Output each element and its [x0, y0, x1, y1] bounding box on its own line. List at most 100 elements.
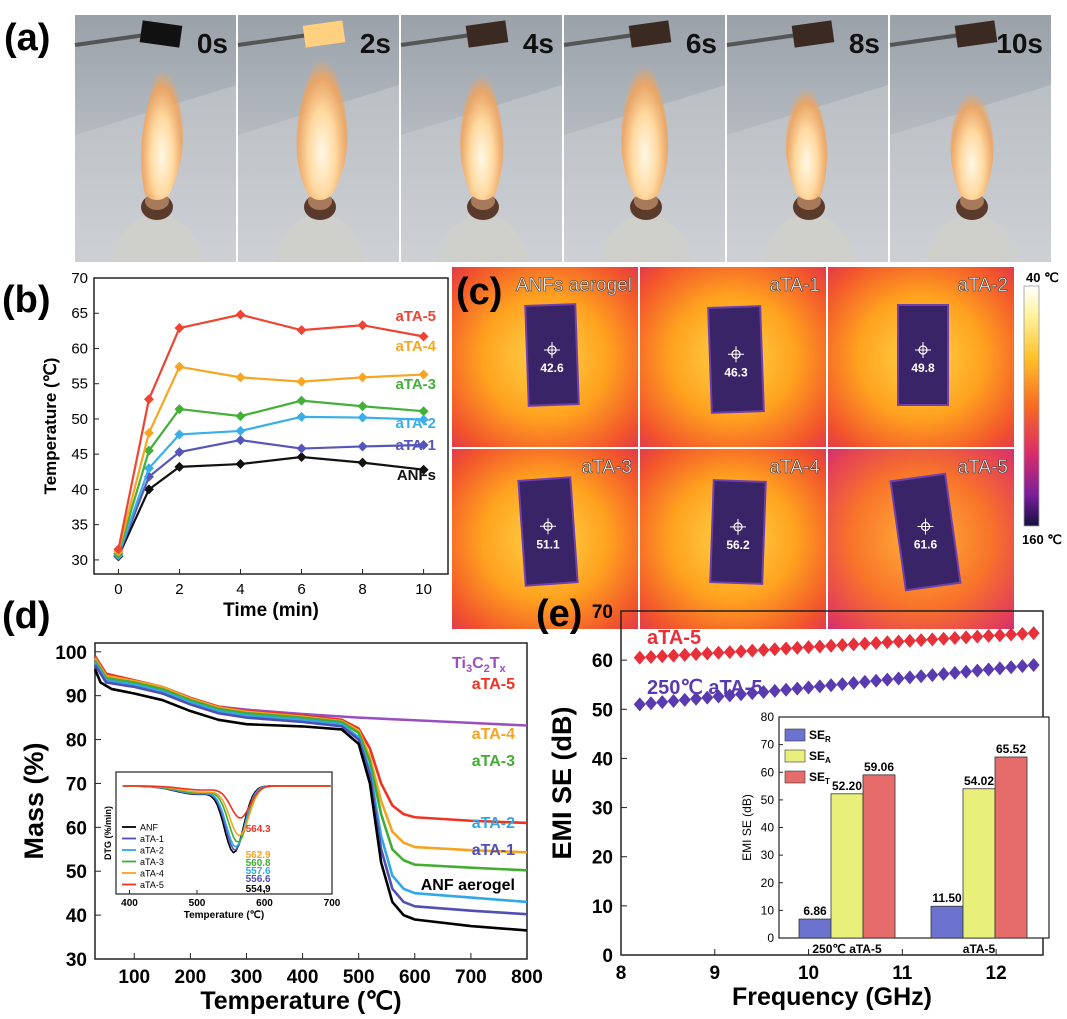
y-tick-label: 40 [66, 906, 87, 927]
y-tick-label: 90 [66, 687, 87, 708]
data-point [357, 457, 368, 468]
thermal-value: 46.3 [724, 365, 748, 379]
x-tick-label: 200 [175, 967, 207, 988]
inset-y-tick-label: 80 [761, 710, 775, 724]
thermal-tile: 49.8 aTA-2 [828, 267, 1014, 447]
series-label: aTA-1 [395, 437, 436, 454]
inset-legend-label: SET [809, 770, 830, 786]
data-point [667, 694, 680, 709]
data-point [993, 661, 1006, 676]
data-point [701, 690, 714, 705]
data-point [357, 401, 368, 412]
x-tick-label: 600 [399, 967, 431, 988]
inset-x-tick-label: 400 [121, 898, 138, 909]
data-point [712, 689, 725, 704]
x-tick-label: 4 [236, 581, 244, 598]
data-point [143, 463, 154, 474]
bar [798, 918, 832, 939]
data-point [174, 461, 185, 472]
bar [930, 905, 964, 939]
data-point [870, 673, 883, 688]
data-point [143, 484, 154, 495]
series-label: Ti3C2Tx [452, 655, 507, 675]
data-point [982, 662, 995, 677]
thermal-tile-title: aTA-4 [770, 457, 821, 478]
frame-time-label: 6s [686, 28, 717, 59]
flame [460, 60, 504, 200]
series-label: ANF aerogel [421, 877, 515, 894]
data-point [633, 650, 646, 665]
panel-c-label: (c) [456, 271, 502, 313]
data-point [836, 677, 849, 692]
y-tick-label: 35 [71, 517, 88, 534]
panel-a-label: (a) [4, 17, 50, 59]
inset-series-ata-5 [122, 785, 331, 819]
series-ata-2: aTA-2 [113, 411, 436, 560]
series-label: aTA-4 [472, 726, 515, 743]
legend-subscript: T [825, 777, 830, 786]
data-point [235, 372, 246, 383]
y-tick-label: 55 [71, 376, 88, 393]
data-point [1005, 627, 1018, 642]
bar-value-label: 52.20 [832, 779, 862, 793]
color-scale-top-label: 40 ℃ [1026, 270, 1059, 285]
inset-y-axis-label: EMI SE (dB) [740, 794, 754, 861]
sample [302, 20, 346, 48]
panel-b-label: (b) [2, 279, 51, 321]
x-axis-label: Frequency (GHz) [732, 983, 932, 1011]
data-point [113, 544, 124, 555]
burner [275, 213, 365, 262]
y-tick-label: 70 [66, 774, 87, 795]
thermal-tile: 42.6 ANFs aerogel [452, 267, 638, 447]
series-line [117, 415, 424, 556]
series-ata-5: aTA-5 [633, 626, 1040, 665]
data-point [802, 640, 815, 655]
label-subscript: 2 [484, 663, 490, 675]
data-point [813, 639, 826, 654]
y-tick-label: 0 [602, 946, 613, 967]
dtg-inset: 400 500 600 700 Temperature (℃) DTG (%/min) 56… [103, 771, 341, 921]
color-scale-bar [1023, 285, 1040, 527]
y-tick-label: 60 [71, 340, 88, 357]
data-point [678, 692, 691, 707]
bar [830, 793, 864, 939]
panel-e-label: (e) [536, 593, 582, 635]
series-label: 250℃ aTA-5 [647, 677, 762, 699]
y-tick-label: 100 [55, 643, 87, 664]
y-tick-label: 10 [592, 897, 613, 918]
x-axis-label: Time (min) [223, 600, 319, 621]
inset-peak-annotation: 564.3 [246, 824, 271, 835]
inset-legend-label: SER [809, 728, 831, 744]
inset-y-tick-label: 20 [761, 876, 775, 890]
y-tick-label: 50 [71, 411, 88, 428]
data-point [690, 691, 703, 706]
data-point [847, 637, 860, 652]
legend-subscript: R [825, 735, 831, 744]
y-tick-label: 30 [66, 950, 87, 971]
thermal-value: 51.1 [536, 537, 560, 551]
data-point [881, 635, 894, 650]
y-axis-label: Mass (%) [19, 742, 49, 859]
bar [994, 756, 1028, 939]
data-point [296, 376, 307, 387]
data-point [143, 445, 154, 456]
burner [438, 213, 528, 262]
color-scale-bottom-label: 160 ℃ [1022, 532, 1062, 547]
flame [296, 43, 348, 200]
inset-frame [115, 771, 333, 895]
photo-frame: 6s [563, 15, 725, 262]
series-label: aTA-1 [472, 842, 515, 859]
data-point [235, 459, 246, 470]
data-point [735, 687, 748, 702]
x-tick-label: 12 [986, 963, 1007, 984]
y-tick-label: 65 [71, 305, 88, 322]
y-tick-label: 60 [66, 818, 87, 839]
inset-x-tick-label: 700 [324, 898, 341, 909]
inset-legend-swatch [784, 770, 806, 784]
tweezers [400, 33, 472, 47]
x-tick-label: 11 [892, 963, 913, 984]
legend-text: SE [809, 728, 825, 742]
series-anf-aerogel: ANF aerogel [93, 668, 528, 932]
y-axis-label: EMI SE (dB) [547, 707, 577, 860]
